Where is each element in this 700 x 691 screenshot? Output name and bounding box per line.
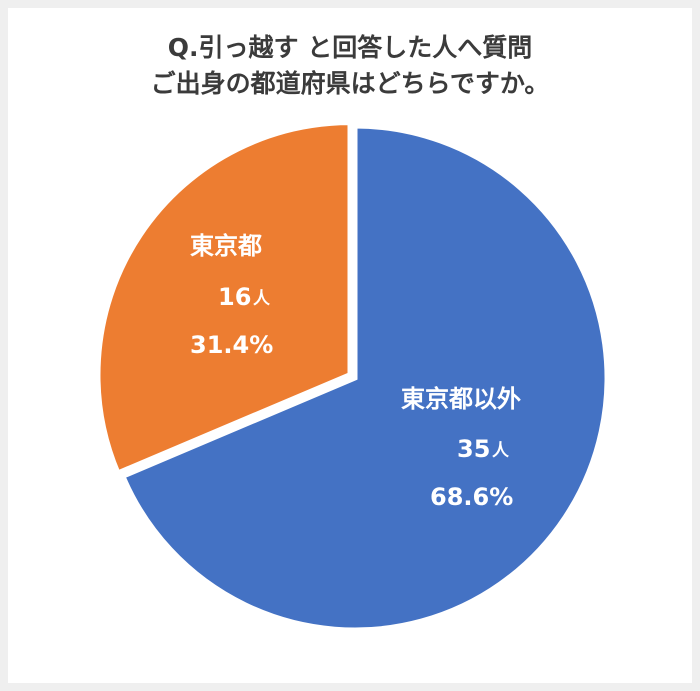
label-outside-percent: 68.6%	[430, 483, 513, 511]
label-tokyo-count: 16	[218, 283, 251, 311]
label-tokyo-percent: 31.4%	[190, 331, 273, 359]
label-outside-count: 35	[457, 435, 490, 463]
pie-slice-outside-tokyo	[119, 123, 610, 633]
label-tokyo-unit: 人	[253, 289, 271, 309]
chart-title-block: Q.引っ越す と回答した人へ質問 ご出身の都道府県はどちらですか。	[0, 30, 700, 102]
label-outside-name: 東京都以外	[401, 385, 521, 413]
label-tokyo-name: 東京都	[190, 232, 262, 260]
chart-subtitle: ご出身の都道府県はどちらですか。	[150, 69, 550, 98]
label-outside-unit: 人	[492, 441, 510, 461]
pie-slice-tokyo	[95, 120, 353, 477]
chart-title: Q.引っ越す と回答した人へ質問	[167, 33, 533, 62]
